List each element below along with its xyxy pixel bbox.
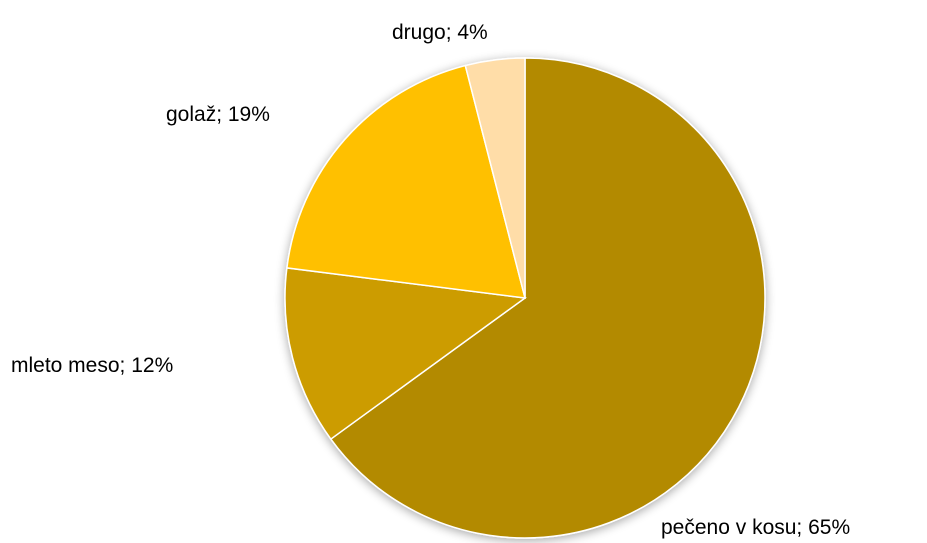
pie-slice-golaž <box>286 64 527 299</box>
slice-label-golaž: golaž; 19% <box>166 103 270 126</box>
pie-slice-drugo <box>464 57 526 299</box>
pie-slices <box>284 57 766 539</box>
pie-slice-pečeno-v-kosu <box>329 57 766 539</box>
slice-label-drugo: drugo; 4% <box>392 21 488 44</box>
pie-labels: pečeno v kosu; 65% mleto meso; 12% golaž; … <box>11 21 850 539</box>
pie-slice-mleto-meso <box>284 267 527 441</box>
slice-label-pečeno-v-kosu: pečeno v kosu; 65% <box>661 516 850 539</box>
slice-label-mleto-meso: mleto meso; 12% <box>11 354 173 377</box>
